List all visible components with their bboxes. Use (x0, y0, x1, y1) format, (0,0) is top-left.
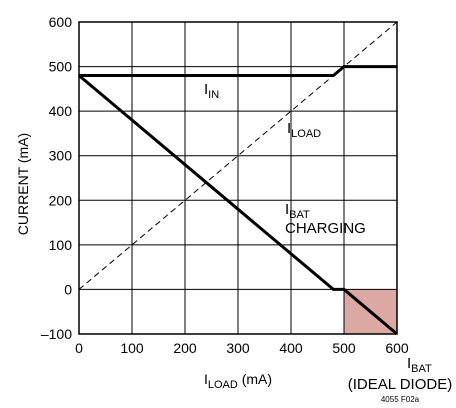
annotation-ibat: IBAT (285, 201, 310, 221)
y-tick-label: 0 (64, 281, 72, 297)
y-axis-title: CURRENT (mA) (15, 133, 31, 235)
series-line-bat (78, 74, 398, 336)
annotation-iin: IIN (204, 81, 219, 101)
y-tick-label: 500 (49, 59, 73, 75)
y-tick-label: –100 (41, 326, 72, 342)
annotation-iload: ILOAD (287, 120, 321, 140)
x-tick-label: 100 (120, 340, 144, 356)
tick-labels: 0 100 200 300 400 500 600–10001002003004005006… (41, 14, 409, 356)
x-tick-label: 400 (279, 340, 303, 356)
annotation-ideal-diode: (IDEAL DIODE) (348, 376, 452, 393)
y-tick-label: 100 (49, 237, 73, 253)
y-tick-label: 300 (49, 148, 73, 164)
figure-code: 4055 F02a (381, 395, 420, 404)
x-tick-label: 600 (385, 340, 409, 356)
series-lines (78, 21, 398, 336)
y-tick-label: 600 (49, 14, 73, 30)
x-tick-label: 0 (75, 340, 83, 356)
annotation-ibat-charging: CHARGING (285, 220, 366, 237)
x-tick-label: 200 (173, 340, 197, 356)
series-line-in (79, 65, 397, 77)
plot-frame (78, 21, 398, 335)
x-tick-label: 300 (226, 340, 250, 356)
annotation-ibat-ideal: IBAT (407, 355, 432, 375)
x-axis-title: ILOAD (mA) (204, 371, 272, 391)
y-tick-label: 400 (49, 103, 73, 119)
grid (79, 22, 397, 334)
x-tick-label: 500 (332, 340, 356, 356)
y-tick-label: 200 (49, 192, 73, 208)
